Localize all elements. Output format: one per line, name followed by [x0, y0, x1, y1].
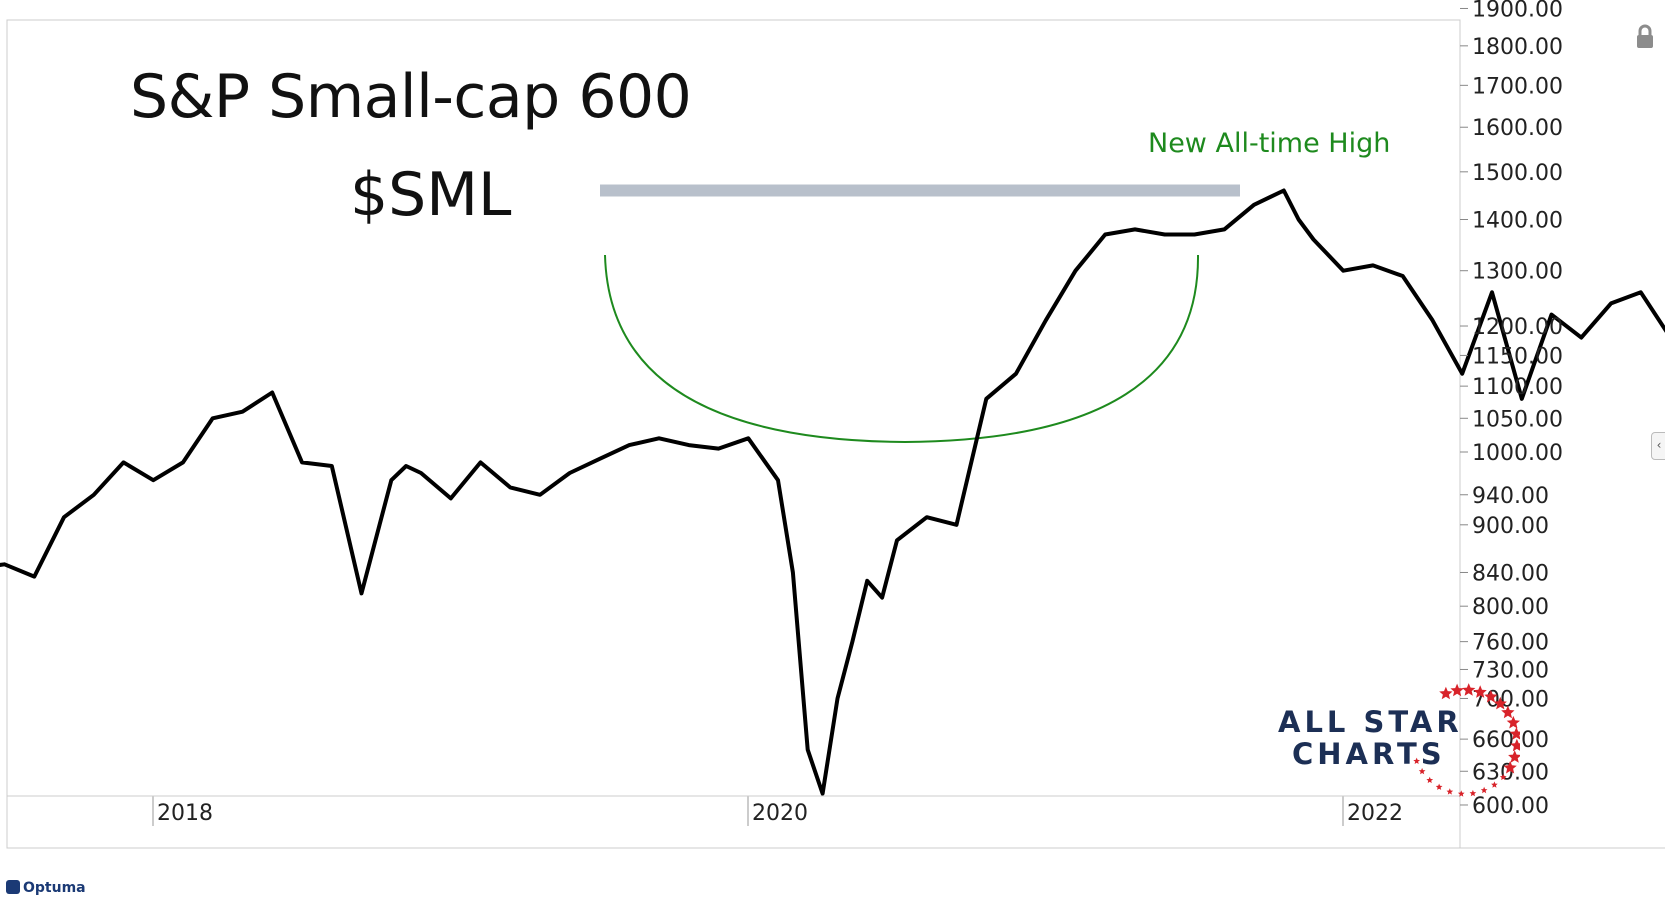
logo-star-icon — [1462, 683, 1476, 696]
logo-star-icon — [1418, 767, 1426, 775]
x-tick-label: 2020 — [752, 801, 808, 826]
logo-star-icon — [1480, 786, 1488, 794]
y-tick-label: 1900.00 — [1472, 0, 1563, 22]
logo-line2: CHARTS — [1292, 737, 1446, 771]
rounding-bottom-arc — [604, 254, 1200, 444]
y-tick-label: 1700.00 — [1472, 74, 1563, 99]
optuma-logo-icon — [6, 880, 20, 894]
logo-star-icon — [1510, 738, 1520, 752]
y-tick-label: 1800.00 — [1472, 35, 1563, 60]
y-tick-label: 900.00 — [1472, 514, 1549, 539]
logo-stars-ring — [1413, 683, 1520, 797]
logo-star-icon — [1491, 781, 1498, 788]
chart-title: S&P Small-cap 600 — [130, 62, 692, 132]
vendor-name: Optuma — [23, 880, 86, 896]
logo-star-icon — [1506, 715, 1520, 729]
lock-icon[interactable] — [1634, 24, 1656, 50]
y-tick-label: 600.00 — [1472, 794, 1549, 819]
logo-star-icon — [1509, 727, 1520, 740]
y-tick-label: 760.00 — [1472, 631, 1549, 656]
logo-star-icon — [1484, 689, 1498, 703]
logo-star-icon — [1508, 750, 1520, 763]
price-line-0 — [0, 188, 1665, 796]
y-tick-label: 730.00 — [1472, 658, 1549, 683]
all-time-high-annotation: New All-time High — [1148, 128, 1391, 159]
y-tick-label: 1300.00 — [1472, 260, 1563, 285]
logo-line1: ALL STAR — [1278, 705, 1463, 739]
y-tick-label: 1400.00 — [1472, 208, 1563, 233]
resistance-band — [600, 184, 1240, 197]
y-tick-label: 1050.00 — [1472, 407, 1563, 432]
y-tick-label: 1100.00 — [1472, 375, 1563, 400]
logo-star-icon — [1503, 760, 1517, 774]
plot-frame — [6, 19, 1461, 849]
vendor-label: Optuma — [6, 880, 86, 896]
logo-star-icon — [1493, 696, 1507, 710]
all-star-charts-logo: ALL STAR CHARTS — [1270, 665, 1520, 810]
logo-star-icon — [1426, 776, 1434, 784]
chevron-left-icon: ‹ — [1656, 438, 1662, 452]
logo-star-icon — [1446, 788, 1454, 795]
logo-star-icon — [1469, 789, 1477, 797]
y-tick-label: 840.00 — [1472, 561, 1549, 586]
logo-star-icon — [1450, 683, 1464, 697]
logo-star-icon — [1501, 705, 1515, 719]
logo-star-icon — [1473, 685, 1487, 698]
y-tick-label: 800.00 — [1472, 595, 1549, 620]
y-tick-label: 1200.00 — [1472, 315, 1563, 340]
y-tick-label: 1000.00 — [1472, 441, 1563, 466]
logo-star-icon — [1435, 783, 1443, 790]
x-tick-label: 2022 — [1347, 801, 1403, 826]
chart-subtitle: $SML — [350, 160, 512, 230]
logo-star-icon — [1413, 757, 1420, 764]
y-tick-label: 1150.00 — [1472, 344, 1563, 369]
logo-star-icon — [1499, 773, 1507, 781]
logo-star-icon — [1439, 686, 1453, 700]
y-tick-label: 940.00 — [1472, 484, 1549, 509]
logo-star-icon — [1457, 790, 1465, 797]
y-tick-label: 1500.00 — [1472, 161, 1563, 186]
x-tick-label: 2018 — [157, 801, 213, 826]
y-tick-label: 1600.00 — [1472, 116, 1563, 141]
panel-collapse-handle[interactable]: ‹ — [1651, 432, 1665, 460]
